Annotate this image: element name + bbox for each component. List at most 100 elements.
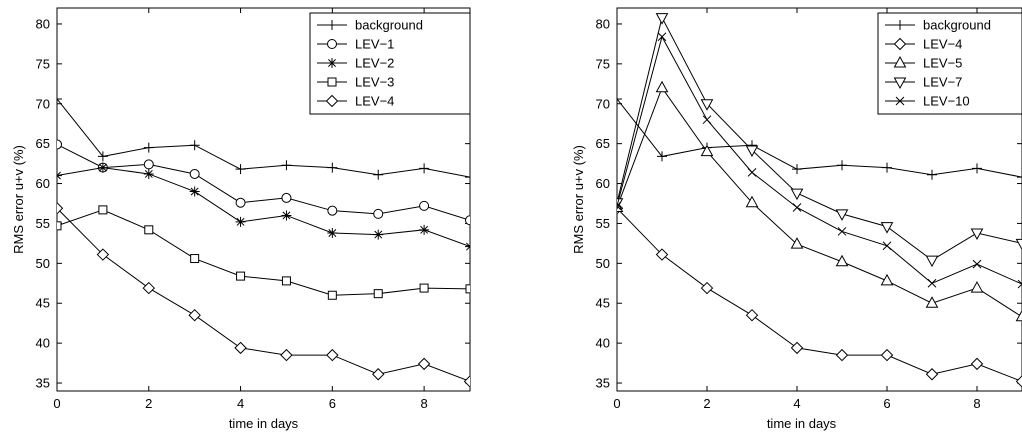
data-point <box>419 283 429 293</box>
data-point <box>327 205 338 216</box>
data-point <box>747 168 757 177</box>
y-tick-label: 60 <box>596 176 610 191</box>
data-point <box>882 162 892 173</box>
legend-marker <box>327 20 337 30</box>
data-point <box>57 93 62 104</box>
data-point <box>463 375 470 388</box>
series-line <box>57 207 470 382</box>
y-tick-label: 40 <box>596 336 610 351</box>
x-tick-label: 0 <box>613 396 620 411</box>
y-tick-label: 70 <box>596 96 610 111</box>
data-point <box>281 192 292 203</box>
y-tick-label: 45 <box>36 296 50 311</box>
data-point <box>970 228 984 241</box>
data-point <box>655 13 669 25</box>
data-point <box>281 160 292 171</box>
data-point <box>837 227 847 236</box>
data-point <box>417 357 431 371</box>
data-point <box>837 160 847 171</box>
data-point <box>465 172 470 183</box>
data-point <box>188 308 201 322</box>
data-point <box>972 163 982 174</box>
data-point <box>190 254 200 264</box>
data-point <box>189 140 200 151</box>
data-point <box>373 208 384 219</box>
data-point <box>745 195 759 208</box>
data-point <box>372 368 385 381</box>
y-axis-label: RMS error u+v (%) <box>571 145 586 254</box>
legend-marker <box>893 77 907 90</box>
y-tick-label: 55 <box>36 216 50 231</box>
series-line <box>617 86 1022 318</box>
data-point <box>419 224 430 235</box>
data-point <box>144 225 154 235</box>
data-point <box>657 151 667 162</box>
y-tick-label: 45 <box>596 296 610 311</box>
data-point <box>702 115 712 125</box>
data-point <box>419 200 430 211</box>
data-point <box>835 254 849 267</box>
data-point <box>189 186 200 197</box>
data-point <box>880 348 894 362</box>
data-point <box>98 205 108 215</box>
legend-marker <box>893 55 907 68</box>
legend-marker <box>325 94 339 108</box>
legend-marker <box>327 77 337 87</box>
legend-entry: LEV−4 <box>923 37 962 52</box>
series-2 <box>617 202 1022 388</box>
data-point <box>700 281 714 295</box>
x-tick-label: 0 <box>53 396 60 411</box>
y-tick-label: 50 <box>36 256 50 271</box>
data-point <box>57 170 62 181</box>
y-tick-label: 65 <box>596 136 610 151</box>
legend-entry: LEV−3 <box>355 75 394 90</box>
legend-entry: background <box>923 18 991 33</box>
data-point <box>657 32 667 42</box>
data-point <box>235 164 246 175</box>
data-point <box>97 162 108 173</box>
data-point <box>373 169 384 180</box>
x-axis-label: time in days <box>767 416 837 431</box>
data-point <box>465 241 470 252</box>
legend-entry: LEV−7 <box>923 75 962 90</box>
data-point <box>327 290 337 300</box>
data-point <box>655 248 669 261</box>
series-5 <box>57 202 470 388</box>
data-point <box>57 202 64 215</box>
data-point <box>972 259 982 269</box>
data-point <box>373 229 384 240</box>
series-1 <box>57 93 470 183</box>
x-tick-label: 4 <box>237 396 244 411</box>
axes-frame <box>56 7 471 392</box>
data-point <box>700 144 714 157</box>
series-line <box>617 16 1022 261</box>
data-point <box>792 164 802 175</box>
data-point <box>745 145 759 158</box>
y-tick-label: 75 <box>36 56 50 71</box>
data-point <box>970 281 984 293</box>
data-point <box>880 222 894 234</box>
legend-marker <box>895 96 905 106</box>
data-point <box>280 348 293 362</box>
data-point <box>419 163 430 174</box>
series-2 <box>57 139 470 226</box>
data-point <box>1015 309 1022 322</box>
legend-entry: LEV−4 <box>355 94 394 109</box>
data-point <box>655 80 669 93</box>
legend-entry: LEV−2 <box>355 56 394 71</box>
x-tick-label: 2 <box>145 396 152 411</box>
data-point <box>925 296 939 308</box>
series-line <box>617 98 1022 178</box>
series-line <box>617 207 1022 382</box>
data-point <box>97 151 108 162</box>
data-point <box>927 169 937 180</box>
data-point <box>700 99 714 111</box>
legend-marker <box>893 37 907 51</box>
data-point <box>1017 172 1022 183</box>
data-point <box>235 197 246 208</box>
legend-entry: LEV−1 <box>355 37 394 52</box>
data-point <box>326 348 339 362</box>
series-line <box>57 167 470 248</box>
data-point <box>1015 238 1022 251</box>
legend: background LEV−4 LEV−5 LEV−7 LEV−10 <box>877 12 1022 115</box>
